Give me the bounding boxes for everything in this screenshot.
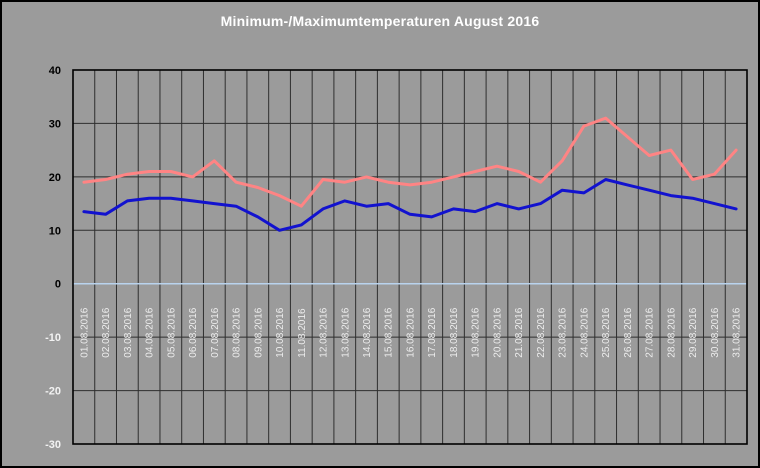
x-axis-label: 11.08.2016 — [297, 308, 308, 358]
x-axis-label: 30.08.2016 — [710, 307, 721, 357]
x-axis-label: 21.08.2016 — [514, 307, 525, 357]
min-temp-line — [82, 178, 738, 232]
x-axis-label: 18.08.2016 — [449, 307, 460, 357]
x-axis-label: 26.08.2016 — [623, 307, 634, 357]
x-axis-label: 03.08.2016 — [123, 307, 134, 357]
x-axis-label: 20.08.2016 — [492, 307, 503, 357]
x-axis-label: 07.08.2016 — [210, 307, 221, 357]
y-axis-label: 40 — [49, 65, 61, 77]
x-axis-label: 02.08.2016 — [101, 307, 112, 357]
x-axis-label: 17.08.2016 — [427, 307, 438, 357]
max-temp-line — [82, 116, 738, 208]
x-axis-label: 25.08.2016 — [601, 307, 612, 357]
y-axis-label: 30 — [49, 118, 61, 130]
x-axis-label: 19.08.2016 — [471, 307, 482, 357]
x-axis-label: 29.08.2016 — [688, 307, 699, 357]
x-axis-label: 27.08.2016 — [645, 307, 656, 357]
x-axis-label: 28.08.2016 — [666, 307, 677, 357]
x-axis-label: 06.08.2016 — [188, 307, 199, 357]
x-axis-label: 31.08.2016 — [732, 307, 743, 357]
x-axis-label: 10.08.2016 — [275, 307, 286, 357]
x-axis-label: 16.08.2016 — [406, 307, 417, 357]
y-axis-label: -10 — [45, 332, 61, 344]
x-axis-label: 12.08.2016 — [319, 307, 330, 357]
x-axis-label: 08.08.2016 — [232, 307, 243, 357]
x-axis-label: 04.08.2016 — [145, 307, 156, 357]
chart-title: Minimum-/Maximumtemperaturen August 2016 — [220, 13, 540, 29]
y-axis-label: 20 — [49, 172, 61, 184]
x-axis-label: 15.08.2016 — [384, 307, 395, 357]
y-axis-label: 10 — [49, 225, 61, 237]
x-axis-label: 22.08.2016 — [536, 307, 547, 357]
y-axis-label: -30 — [45, 439, 61, 451]
y-axis-label: -20 — [45, 386, 61, 398]
x-axis-label: 09.08.2016 — [253, 307, 264, 357]
x-axis-label: 01.08.2016 — [79, 307, 90, 357]
y-axis-label: 0 — [55, 279, 61, 291]
x-axis-label: 14.08.2016 — [362, 307, 373, 357]
x-axis-label: 13.08.2016 — [340, 307, 351, 357]
x-axis-label: 23.08.2016 — [558, 307, 569, 357]
x-axis-label: 24.08.2016 — [579, 307, 590, 357]
plot-border — [72, 69, 748, 445]
x-axis-label: 05.08.2016 — [166, 307, 177, 357]
